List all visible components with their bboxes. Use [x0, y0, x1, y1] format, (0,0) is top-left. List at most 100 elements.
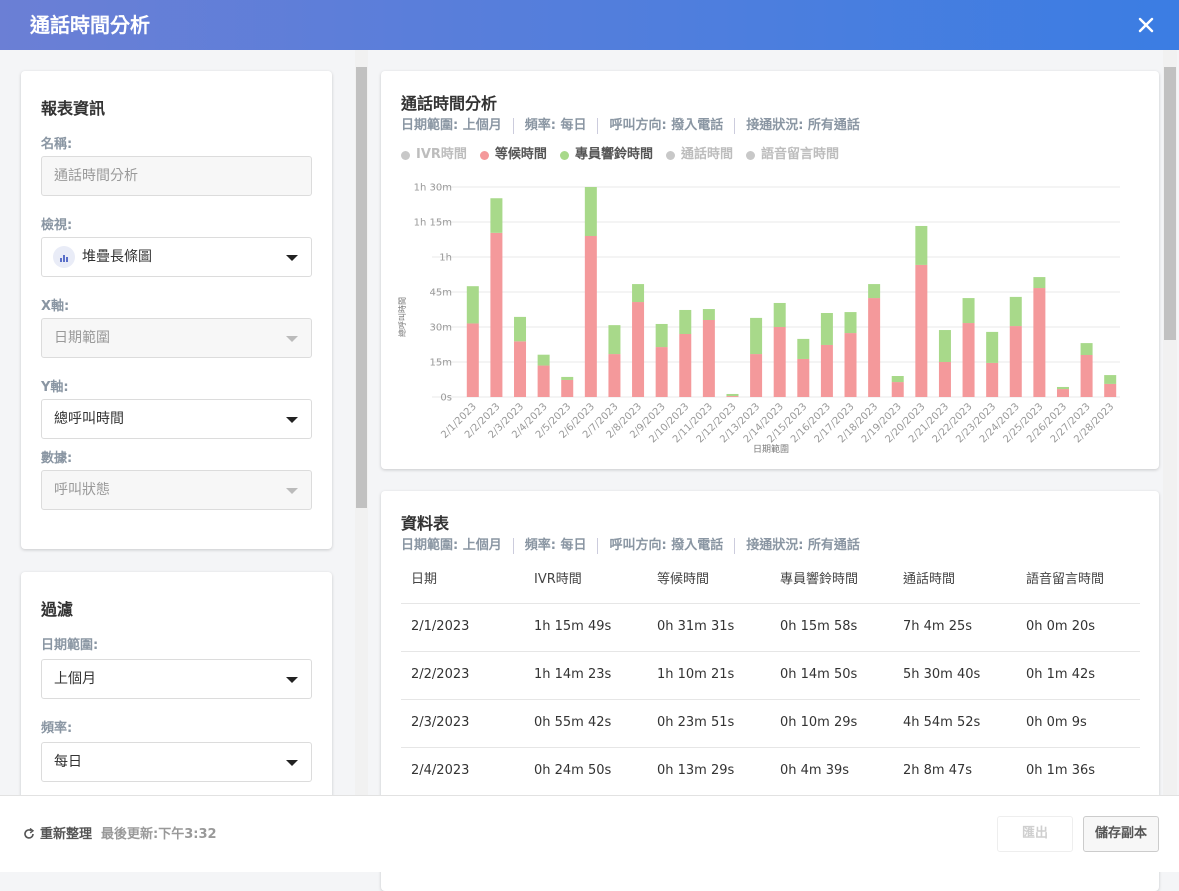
y-tick-label: 1h 15m [414, 218, 452, 229]
y-axis-title: 總呼叫時間 [397, 297, 407, 337]
legend-item[interactable]: 通話時間 [665, 147, 733, 163]
table-cell: 1h 14m 23s [534, 667, 612, 682]
dropdown-arrow [286, 336, 298, 342]
bar-segment [938, 362, 951, 397]
x-axis-title: 日期範圍 [753, 443, 789, 455]
legend-label: 語音留言時間 [760, 147, 839, 162]
bar-segment [868, 298, 881, 397]
table-cell: 0h 14m 50s [780, 667, 858, 682]
select[interactable]: 堆疊長條圖 [41, 237, 312, 277]
table-cell: 5h 30m 40s [903, 667, 981, 682]
bar-segment [608, 354, 621, 397]
table-cell: 0h 1m 42s [1026, 667, 1096, 682]
row-divider [401, 603, 1140, 604]
bar-segment [632, 302, 645, 397]
bar-segment [490, 198, 503, 233]
dropdown-arrow [286, 417, 298, 423]
scroll-thumb[interactable] [356, 67, 367, 508]
bar-segment [773, 302, 786, 327]
table-cell: 0h 4m 39s [780, 763, 850, 778]
bar-segment [655, 323, 668, 348]
y-tick-label: 1h 30m [414, 183, 452, 194]
bar-segment [1056, 386, 1069, 390]
bar-segment [702, 320, 715, 397]
bar-segment [561, 376, 574, 380]
refresh-icon[interactable] [23, 828, 35, 840]
bar-segment [655, 347, 668, 397]
column-header: 專員響鈴時間 [780, 572, 859, 587]
select[interactable]: 總呼叫時間 [41, 399, 312, 439]
refresh-link[interactable]: 重新整理 [40, 827, 93, 842]
row-divider [401, 651, 1140, 652]
bar-segment [844, 333, 857, 397]
bar-segment [750, 317, 763, 355]
bar-segment [608, 325, 621, 355]
column-header: 日期 [411, 572, 438, 587]
y-tick-label: 0s [440, 393, 452, 404]
bar-segment [1080, 343, 1093, 355]
select[interactable]: 上個月 [41, 659, 312, 699]
legend-item[interactable]: 等候時間 [479, 147, 547, 163]
legend-item[interactable]: 專員響鈴時間 [559, 147, 653, 163]
bar-segment [986, 362, 999, 397]
bar-segment [679, 309, 692, 334]
legend-label: 通話時間 [680, 147, 733, 162]
table-cell: 0h 13m 29s [657, 763, 735, 778]
bar-segment [584, 187, 597, 236]
bar-segment [915, 264, 928, 397]
row-divider [401, 699, 1140, 700]
legend-dot [479, 150, 489, 160]
filter-item: 日期範圍: 上個月 [401, 118, 502, 133]
bar-segment [490, 232, 503, 397]
bar-segment [584, 236, 597, 397]
filter-item: 日期範圍: 上個月 [401, 538, 502, 553]
legend-item[interactable]: 語音留言時間 [745, 147, 839, 163]
table-cell: 0h 31m 31s [657, 619, 735, 634]
field-value: 上個月 [54, 671, 96, 687]
dropdown-arrow [286, 677, 298, 683]
table-cell: 2/2/2023 [411, 667, 470, 682]
bar-segment [891, 382, 904, 397]
bar-segment [868, 284, 881, 299]
filter-item: 呼叫方向: 撥入電話 [597, 118, 734, 134]
table-cell: 0h 10m 29s [780, 715, 858, 730]
right-scrollbar[interactable] [1163, 50, 1177, 795]
bar-segment [915, 225, 928, 265]
header: 通話時間分析 [0, 0, 1179, 50]
legend-dot [745, 150, 755, 160]
table-cell: 0h 24m 50s [534, 763, 612, 778]
legend-dot [559, 150, 569, 160]
legend-item[interactable]: IVR時間 [401, 147, 467, 163]
bar-segment [986, 331, 999, 363]
left-scrollbar[interactable] [355, 50, 368, 795]
filter-item: 接通狀況: 所有通話 [734, 118, 871, 134]
arrow-shape [286, 760, 298, 766]
filter-item: 頻率: 每日 [512, 538, 598, 554]
arrow-shape [286, 677, 298, 683]
bar-segment [1033, 277, 1046, 289]
bar-segment [820, 313, 833, 345]
field-value: 總呼叫時間 [54, 411, 124, 427]
bar-segment [1080, 355, 1093, 397]
column-header: 等候時間 [657, 572, 710, 587]
bar-segment [702, 309, 715, 320]
bar-segment [514, 341, 527, 397]
table-cell: 0h 1m 36s [1026, 763, 1096, 778]
chart-icon [53, 246, 75, 268]
bar-segment [844, 312, 857, 334]
row-divider [401, 747, 1140, 748]
button[interactable]: 儲存副本 [1083, 816, 1159, 852]
table-cell: 0h 15m 58s [780, 619, 858, 634]
bar-segment [466, 323, 479, 397]
table-cell: 2/4/2023 [411, 763, 470, 778]
close-button[interactable] [1138, 17, 1154, 33]
scroll-thumb[interactable] [1164, 67, 1176, 340]
column-header: 通話時間 [903, 572, 956, 587]
table-cell: 0h 0m 20s [1026, 619, 1096, 634]
select[interactable]: 每日 [41, 742, 312, 782]
bar-segment [962, 298, 975, 324]
table-cell: 1h 10m 21s [657, 667, 735, 682]
table-title: 資料表 [401, 514, 450, 533]
